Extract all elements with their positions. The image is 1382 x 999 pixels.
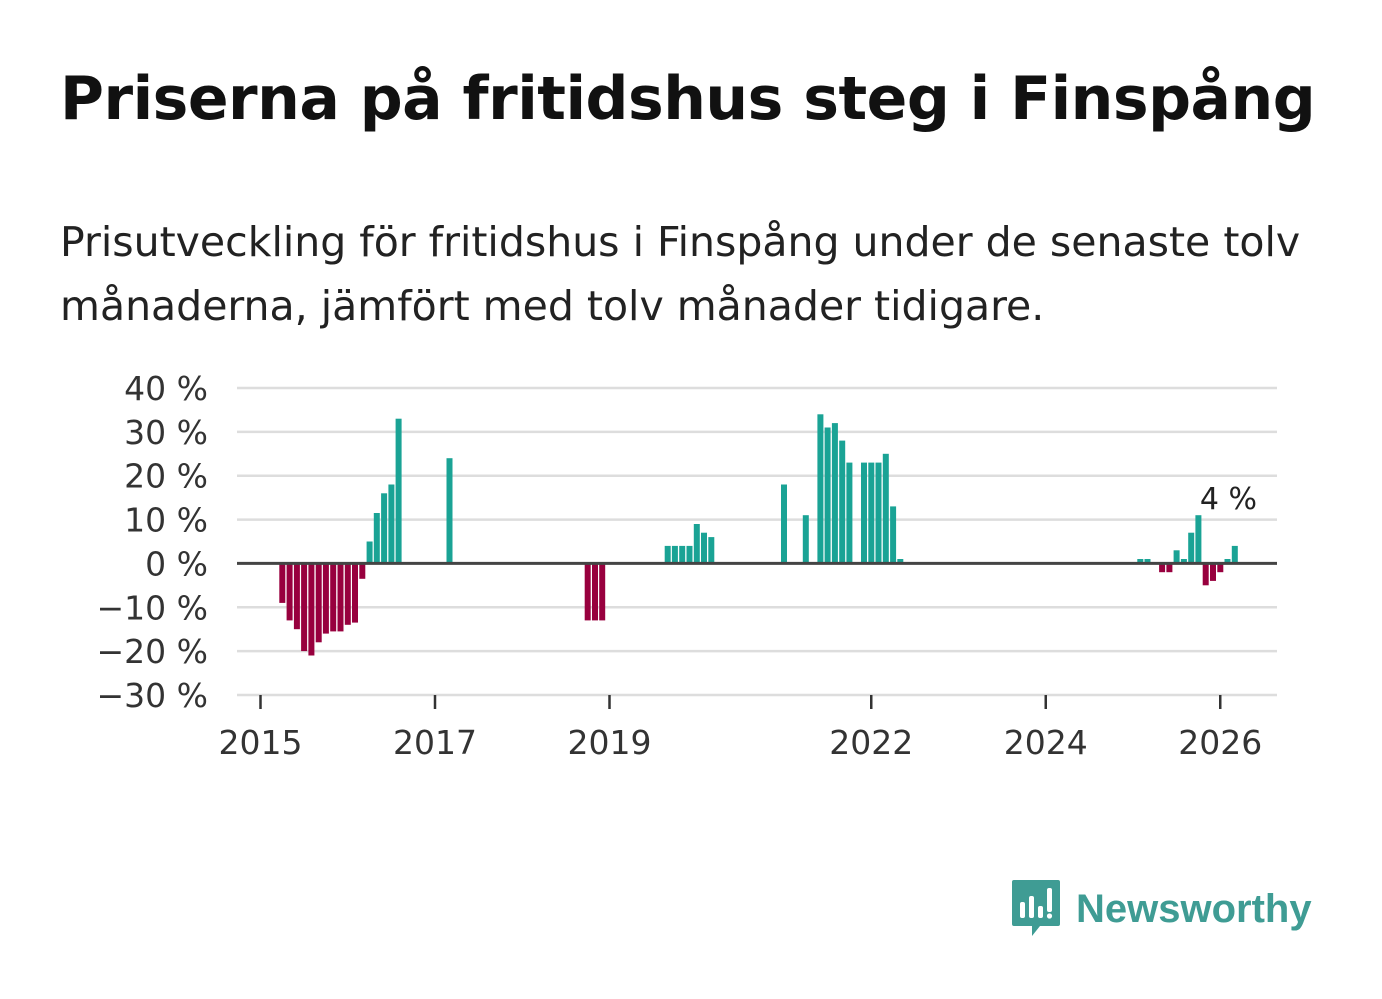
bar xyxy=(279,563,286,603)
y-tick-label: −20 % xyxy=(97,632,209,671)
bar xyxy=(679,545,686,564)
bar xyxy=(868,462,875,564)
bar xyxy=(366,541,373,564)
bar xyxy=(875,462,882,564)
bar xyxy=(882,453,889,564)
bar xyxy=(359,563,366,579)
gridlines xyxy=(237,386,1277,697)
bar xyxy=(381,493,388,564)
x-tick-label: 2024 xyxy=(1004,723,1088,762)
y-axis-labels: 40 % 30 % 20 % 10 % 0 % −10 % −20 % −30 % xyxy=(97,369,209,715)
bar xyxy=(1210,563,1216,581)
bar xyxy=(1180,559,1187,564)
y-tick-label: 40 % xyxy=(124,369,208,408)
bar xyxy=(599,563,606,621)
bar xyxy=(1188,532,1195,564)
bar xyxy=(293,563,300,630)
bar xyxy=(846,462,853,564)
bar xyxy=(592,563,598,621)
bar xyxy=(686,545,693,564)
y-tick-label: 0 % xyxy=(145,544,208,583)
y-tick-label: 20 % xyxy=(124,457,208,496)
bar xyxy=(446,458,453,564)
bar xyxy=(1137,559,1144,564)
bar xyxy=(337,563,344,632)
bar xyxy=(1144,559,1151,564)
bar xyxy=(584,563,591,621)
bar xyxy=(1231,545,1238,564)
bar xyxy=(861,462,867,564)
y-tick-label: 10 % xyxy=(124,501,208,540)
bar xyxy=(839,440,846,564)
newsworthy-logo-icon xyxy=(1012,880,1060,936)
x-tick-label: 2026 xyxy=(1178,723,1262,762)
bars xyxy=(279,414,1238,656)
bar xyxy=(1217,563,1224,573)
x-tick-label: 2022 xyxy=(829,723,913,762)
bar xyxy=(890,506,897,564)
bar xyxy=(301,563,308,652)
bar xyxy=(671,545,678,564)
x-tick-label: 2019 xyxy=(568,723,652,762)
bar xyxy=(1166,563,1173,573)
chart-subtitle: Prisutveckling för fritidshus i Finspång… xyxy=(60,218,1301,330)
bar xyxy=(664,545,671,564)
bar xyxy=(330,563,337,632)
bar xyxy=(315,563,322,643)
bar xyxy=(388,484,395,564)
bar xyxy=(781,484,787,564)
bar xyxy=(831,423,838,564)
bar xyxy=(817,414,824,564)
bar xyxy=(395,418,402,564)
bar xyxy=(1195,515,1202,564)
bar xyxy=(824,427,831,564)
bar xyxy=(322,563,329,634)
bar xyxy=(1159,563,1166,573)
bar xyxy=(693,524,700,564)
y-tick-label: −10 % xyxy=(97,588,209,627)
bar xyxy=(352,563,358,623)
chart-title: Priserna på fritidshus steg i Finspång xyxy=(60,64,1316,134)
y-tick-label: 30 % xyxy=(124,413,208,452)
y-tick-label: −30 % xyxy=(97,676,209,715)
bar xyxy=(286,563,293,621)
annotations: 4 % xyxy=(1197,479,1259,519)
bar xyxy=(344,563,351,625)
bar xyxy=(308,563,315,656)
bar xyxy=(897,559,904,564)
bar xyxy=(1202,563,1209,586)
x-tick-label: 2017 xyxy=(393,723,477,762)
bar xyxy=(802,515,809,564)
bar xyxy=(1224,559,1231,564)
bar xyxy=(708,537,715,564)
bar xyxy=(701,532,707,564)
x-axis: 2015 2017 2019 2022 2024 2026 xyxy=(219,695,1262,762)
brand-name: Newsworthy xyxy=(1076,886,1312,931)
annotation-label: 4 % xyxy=(1200,482,1257,517)
bar xyxy=(373,513,380,564)
brand-logo: Newsworthy xyxy=(1010,878,1312,940)
bar xyxy=(1173,550,1180,564)
x-tick-label: 2015 xyxy=(219,723,303,762)
